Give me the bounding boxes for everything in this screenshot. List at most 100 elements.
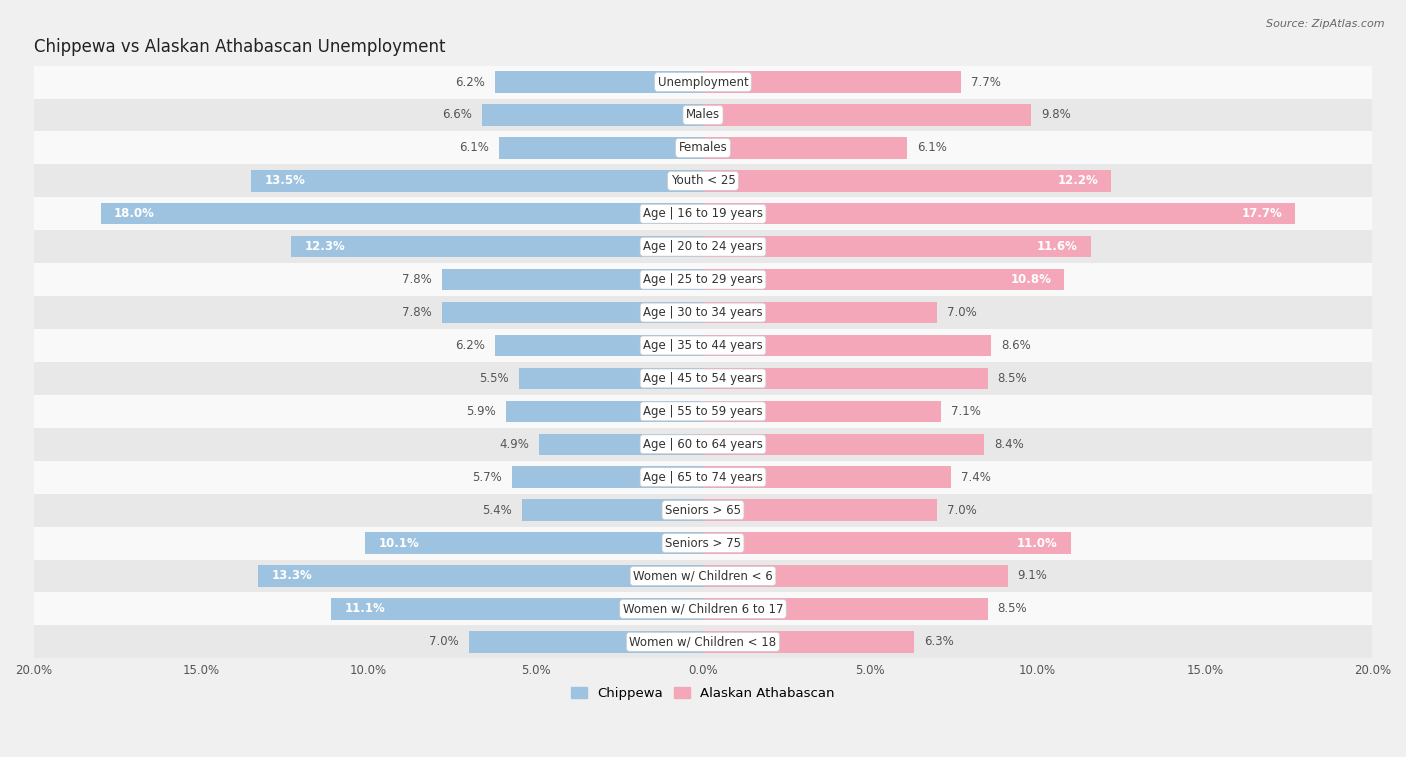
Bar: [506, 400, 703, 422]
Text: 9.8%: 9.8%: [1040, 108, 1071, 121]
Text: Age | 35 to 44 years: Age | 35 to 44 years: [643, 339, 763, 352]
Bar: [34, 428, 1372, 461]
Text: 10.1%: 10.1%: [378, 537, 419, 550]
Bar: [34, 362, 1372, 395]
Text: 7.8%: 7.8%: [402, 273, 432, 286]
Text: 7.0%: 7.0%: [948, 306, 977, 319]
Bar: [703, 269, 1064, 291]
Bar: [34, 461, 1372, 494]
Bar: [291, 236, 703, 257]
Bar: [34, 164, 1372, 198]
Bar: [34, 230, 1372, 263]
Bar: [703, 466, 950, 488]
Text: 7.7%: 7.7%: [970, 76, 1001, 89]
Text: 11.1%: 11.1%: [344, 603, 385, 615]
Text: 6.6%: 6.6%: [441, 108, 472, 121]
Bar: [34, 66, 1372, 98]
Text: 7.1%: 7.1%: [950, 405, 980, 418]
Text: 6.1%: 6.1%: [458, 142, 489, 154]
Text: 6.2%: 6.2%: [456, 76, 485, 89]
Bar: [34, 494, 1372, 527]
Text: 5.5%: 5.5%: [479, 372, 509, 385]
Text: Age | 55 to 59 years: Age | 55 to 59 years: [643, 405, 763, 418]
Bar: [703, 631, 914, 653]
Text: 11.0%: 11.0%: [1017, 537, 1057, 550]
Text: 5.4%: 5.4%: [482, 503, 512, 516]
Bar: [482, 104, 703, 126]
Text: 4.9%: 4.9%: [499, 438, 529, 450]
Bar: [703, 302, 938, 323]
Bar: [703, 335, 991, 357]
Text: 12.2%: 12.2%: [1057, 174, 1098, 187]
Bar: [703, 170, 1111, 192]
Text: Age | 45 to 54 years: Age | 45 to 54 years: [643, 372, 763, 385]
Bar: [34, 559, 1372, 593]
Bar: [34, 198, 1372, 230]
Bar: [495, 71, 703, 93]
Text: Age | 60 to 64 years: Age | 60 to 64 years: [643, 438, 763, 450]
Bar: [703, 71, 960, 93]
Text: 8.6%: 8.6%: [1001, 339, 1031, 352]
Bar: [703, 400, 941, 422]
Text: Age | 16 to 19 years: Age | 16 to 19 years: [643, 207, 763, 220]
Bar: [34, 263, 1372, 296]
Bar: [34, 329, 1372, 362]
Text: Seniors > 75: Seniors > 75: [665, 537, 741, 550]
Bar: [34, 98, 1372, 132]
Bar: [34, 593, 1372, 625]
Text: 7.0%: 7.0%: [948, 503, 977, 516]
Bar: [34, 395, 1372, 428]
Text: Age | 65 to 74 years: Age | 65 to 74 years: [643, 471, 763, 484]
Text: Women w/ Children < 18: Women w/ Children < 18: [630, 635, 776, 648]
Bar: [703, 532, 1071, 553]
Text: 18.0%: 18.0%: [114, 207, 155, 220]
Text: Age | 30 to 34 years: Age | 30 to 34 years: [643, 306, 763, 319]
Bar: [538, 434, 703, 455]
Bar: [499, 137, 703, 159]
Text: Males: Males: [686, 108, 720, 121]
Text: Age | 20 to 24 years: Age | 20 to 24 years: [643, 240, 763, 253]
Text: Youth < 25: Youth < 25: [671, 174, 735, 187]
Text: 8.4%: 8.4%: [994, 438, 1024, 450]
Text: 5.9%: 5.9%: [465, 405, 495, 418]
Bar: [441, 302, 703, 323]
Bar: [703, 500, 938, 521]
Text: 7.8%: 7.8%: [402, 306, 432, 319]
Bar: [257, 565, 703, 587]
Bar: [522, 500, 703, 521]
Bar: [34, 132, 1372, 164]
Bar: [252, 170, 703, 192]
Text: 8.5%: 8.5%: [997, 603, 1028, 615]
Bar: [703, 104, 1031, 126]
Bar: [100, 203, 703, 225]
Bar: [34, 625, 1372, 659]
Text: 7.4%: 7.4%: [960, 471, 991, 484]
Text: Seniors > 65: Seniors > 65: [665, 503, 741, 516]
Text: Chippewa vs Alaskan Athabascan Unemployment: Chippewa vs Alaskan Athabascan Unemploym…: [34, 38, 446, 56]
Text: Women w/ Children 6 to 17: Women w/ Children 6 to 17: [623, 603, 783, 615]
Text: Unemployment: Unemployment: [658, 76, 748, 89]
Text: 7.0%: 7.0%: [429, 635, 458, 648]
Bar: [34, 527, 1372, 559]
Bar: [703, 203, 1295, 225]
Bar: [441, 269, 703, 291]
Text: 6.2%: 6.2%: [456, 339, 485, 352]
Bar: [34, 296, 1372, 329]
Bar: [495, 335, 703, 357]
Text: 6.1%: 6.1%: [917, 142, 948, 154]
Bar: [703, 565, 1008, 587]
Text: 13.3%: 13.3%: [271, 569, 312, 582]
Text: Women w/ Children < 6: Women w/ Children < 6: [633, 569, 773, 582]
Text: 13.5%: 13.5%: [264, 174, 305, 187]
Text: 8.5%: 8.5%: [997, 372, 1028, 385]
Text: 12.3%: 12.3%: [305, 240, 346, 253]
Text: Females: Females: [679, 142, 727, 154]
Text: 17.7%: 17.7%: [1241, 207, 1282, 220]
Text: 6.3%: 6.3%: [924, 635, 953, 648]
Bar: [703, 137, 907, 159]
Text: 5.7%: 5.7%: [472, 471, 502, 484]
Bar: [468, 631, 703, 653]
Text: 10.8%: 10.8%: [1011, 273, 1052, 286]
Bar: [703, 368, 987, 389]
Text: Source: ZipAtlas.com: Source: ZipAtlas.com: [1267, 19, 1385, 29]
